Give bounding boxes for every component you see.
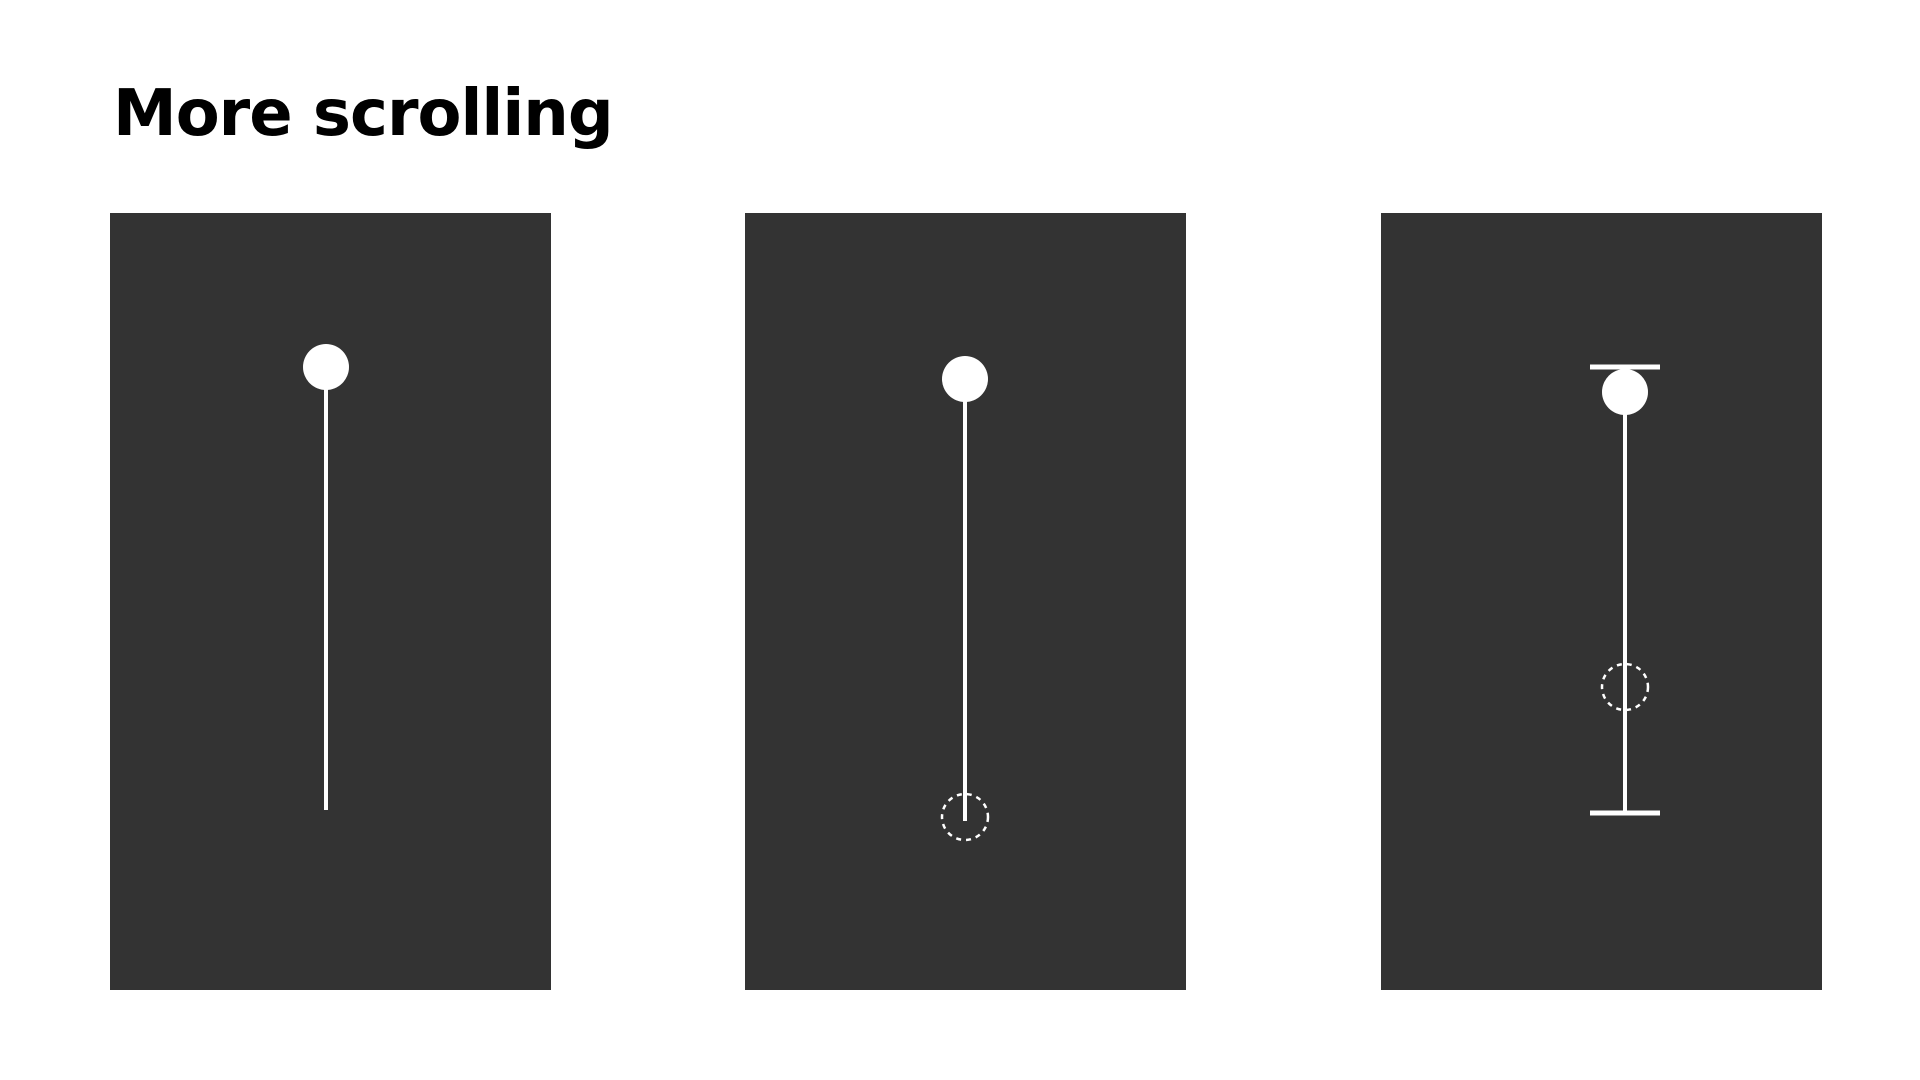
diagram-panel-1 — [110, 213, 551, 990]
solid-start-circle — [942, 356, 988, 402]
dashed-end-circle — [1600, 662, 1650, 712]
page-title: More scrolling — [113, 77, 614, 151]
diagram-panel-3 — [1381, 213, 1822, 990]
solid-start-circle — [303, 344, 349, 390]
dashed-end-circle — [940, 792, 990, 842]
solid-start-circle — [1602, 369, 1648, 415]
panel-3-drawing — [1590, 364, 1660, 816]
diagram-panel-2 — [745, 213, 1186, 990]
panel-2-drawing — [940, 356, 990, 842]
panel-1-drawing — [303, 344, 349, 810]
